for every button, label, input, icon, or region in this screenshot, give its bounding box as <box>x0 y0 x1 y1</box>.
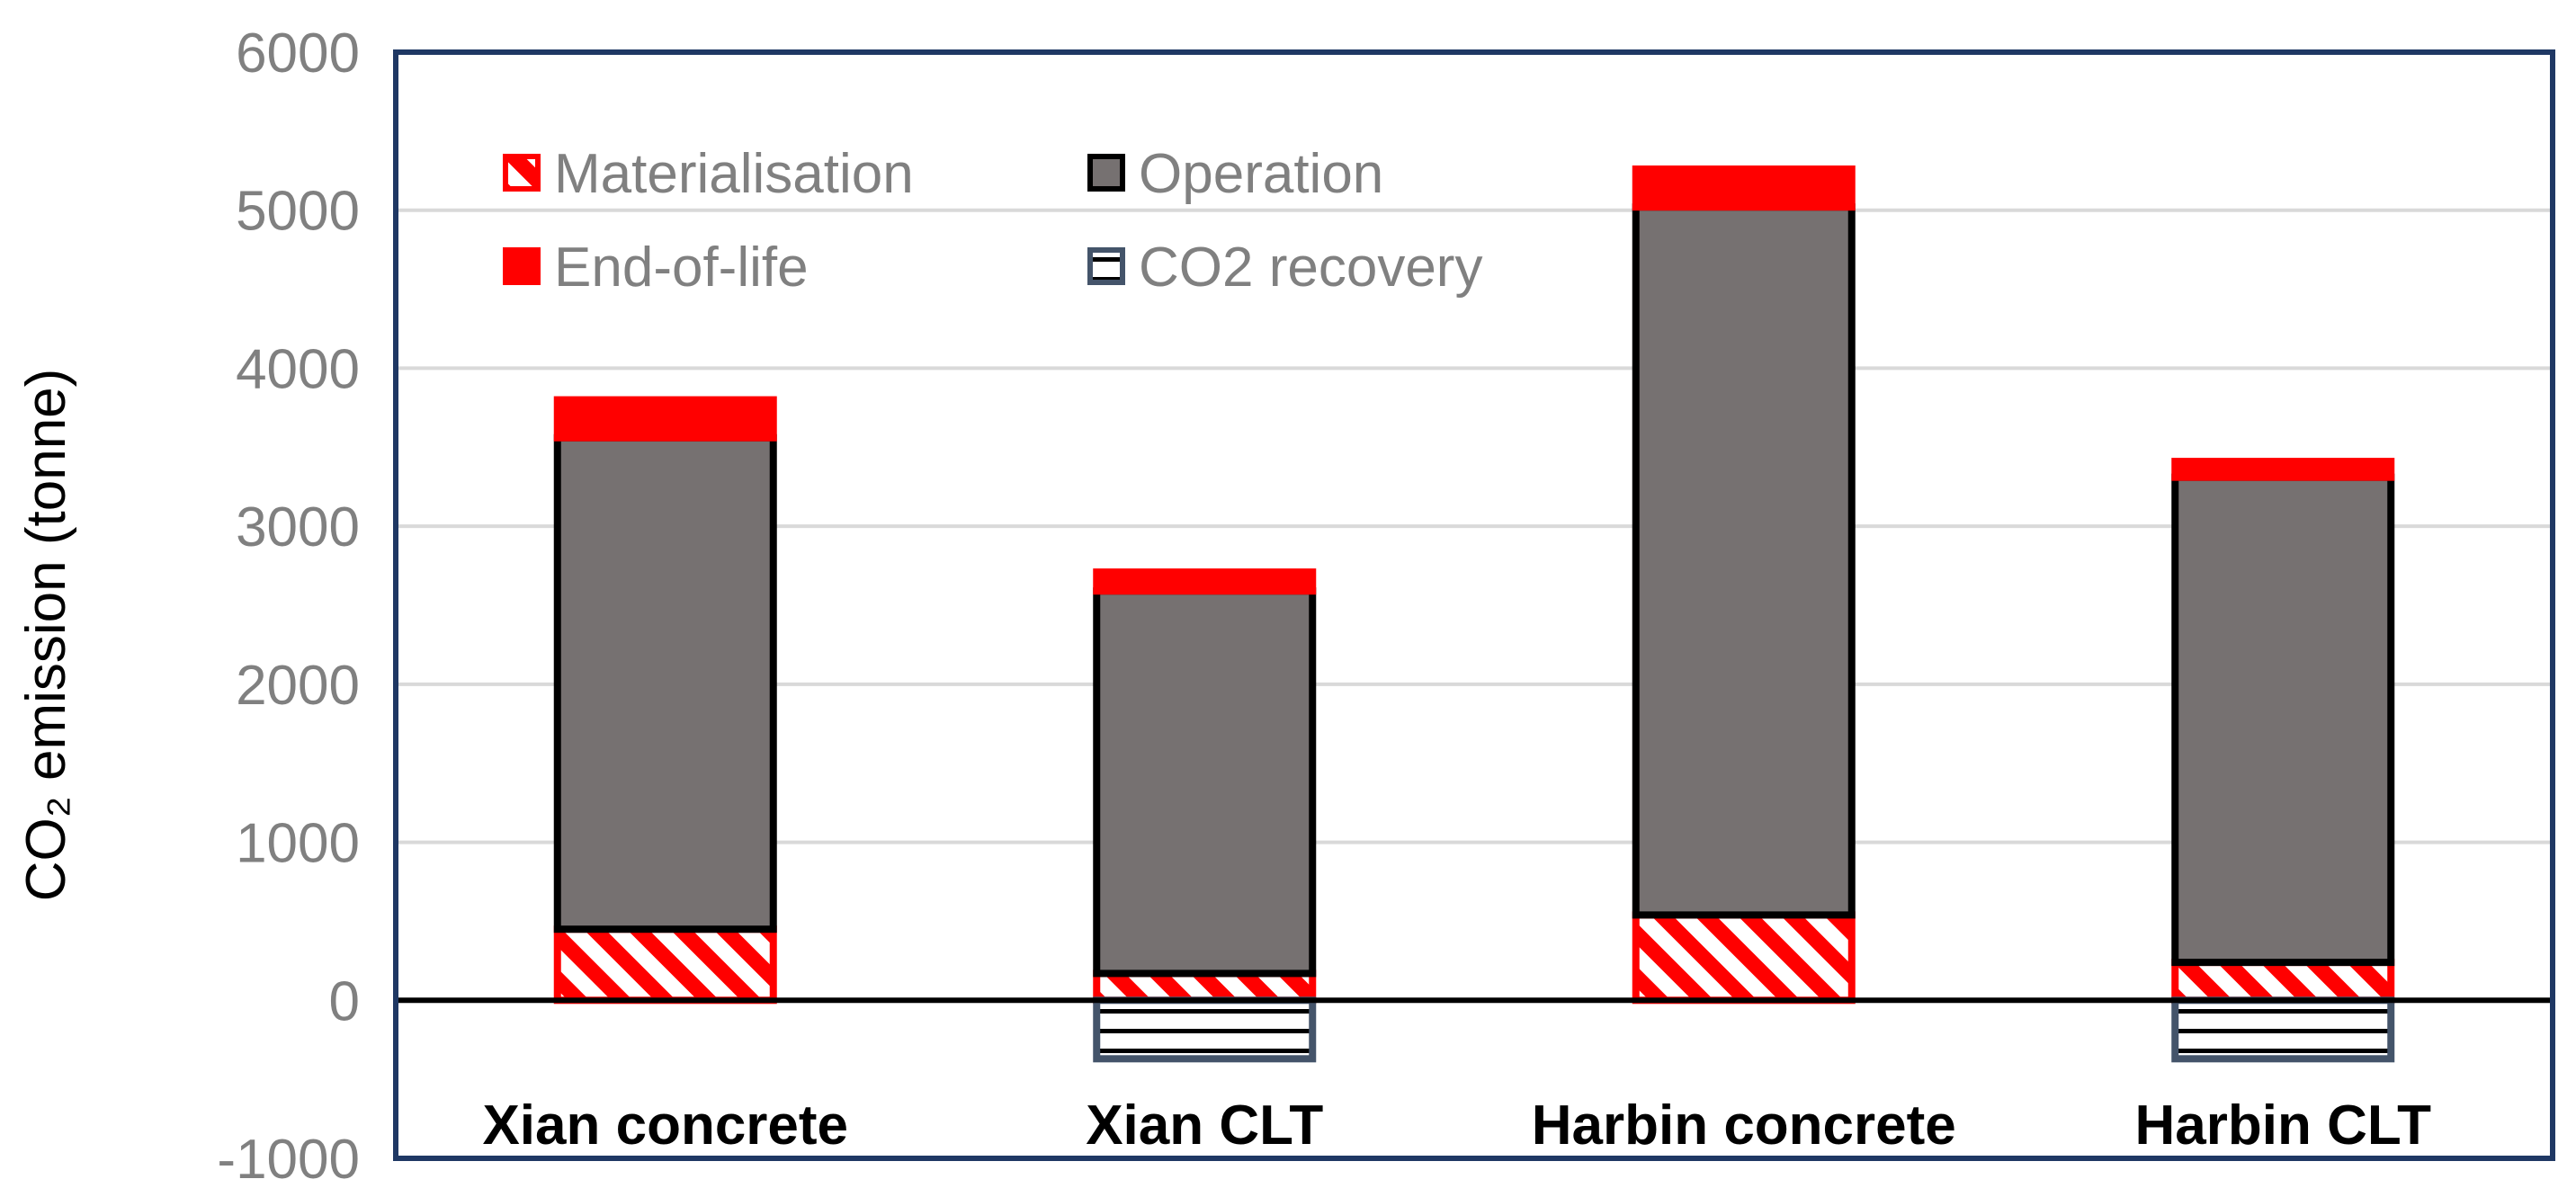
category-labels: Xian concrete Xian CLT Harbin concrete Harb… <box>482 1094 2431 1157</box>
bar-segment-0-2 <box>553 396 777 442</box>
bars <box>553 165 2395 1063</box>
category-label-0: Xian concrete <box>482 1094 848 1157</box>
y-tick-label-5: 4000 <box>236 338 360 400</box>
legend-label-0: Materialisation <box>554 143 914 205</box>
plot-area-border <box>393 49 2555 1161</box>
legend-swatch-1 <box>1087 154 1125 192</box>
bar-segment-3-1 <box>2171 473 2395 967</box>
bar-segment-1-2 <box>1093 568 1317 595</box>
legend-label-1: Operation <box>1139 143 1383 205</box>
y-tick-label-3: 2000 <box>236 655 360 717</box>
bar-segment-3-2 <box>2171 458 2395 481</box>
y-tick-label-2: 1000 <box>236 813 360 875</box>
legend-label-3: CO2 recovery <box>1139 237 1482 299</box>
bar-segment-0-0 <box>553 925 777 1005</box>
bar-segment-1-3 <box>1093 996 1317 1063</box>
bar-stack-0 <box>553 396 777 1005</box>
legend-swatch-0 <box>503 154 541 192</box>
y-axis-tick-labels: -1000 0 1000 2000 3000 4000 5000 6000 <box>217 22 360 1191</box>
bar-segment-2-0 <box>1632 911 1856 1005</box>
legend-entry-2: End-of-life <box>503 237 809 299</box>
bar-stack-1 <box>1093 568 1317 1063</box>
legend-entry-3: CO2 recovery <box>1087 237 1482 299</box>
legend-swatch-3 <box>1087 247 1125 285</box>
bar-stack-3 <box>2171 458 2395 1063</box>
bar-segment-3-0 <box>2171 959 2395 1005</box>
y-axis-title: CO₂ emission (tonne) <box>15 369 77 902</box>
y-tick-label-7: 6000 <box>236 22 360 85</box>
y-tick-label-1: 0 <box>329 970 360 1032</box>
y-tick-label-6: 5000 <box>236 181 360 243</box>
plot-frame <box>393 49 2555 1161</box>
legend-entry-0: Materialisation <box>503 143 914 205</box>
bar-segment-1-0 <box>1093 969 1317 1005</box>
bar-segment-2-1 <box>1632 203 1856 919</box>
y-tick-label-0: -1000 <box>217 1129 360 1191</box>
legend: Materialisation Operation End-of-life CO2 r… <box>503 143 1482 299</box>
bar-segment-3-3 <box>2171 996 2395 1063</box>
category-label-3: Harbin CLT <box>2135 1094 2432 1157</box>
legend-label-2: End-of-life <box>554 237 809 299</box>
category-label-1: Xian CLT <box>1086 1094 1323 1157</box>
bar-segment-0-1 <box>553 433 777 933</box>
category-label-2: Harbin concrete <box>1532 1094 1956 1157</box>
bar-stack-2 <box>1632 165 1856 1005</box>
bar-segment-2-2 <box>1632 165 1856 211</box>
legend-swatch-2 <box>503 247 541 285</box>
bar-segment-1-1 <box>1093 587 1317 978</box>
legend-entry-1: Operation <box>1087 143 1383 205</box>
y-tick-label-4: 3000 <box>236 496 360 558</box>
